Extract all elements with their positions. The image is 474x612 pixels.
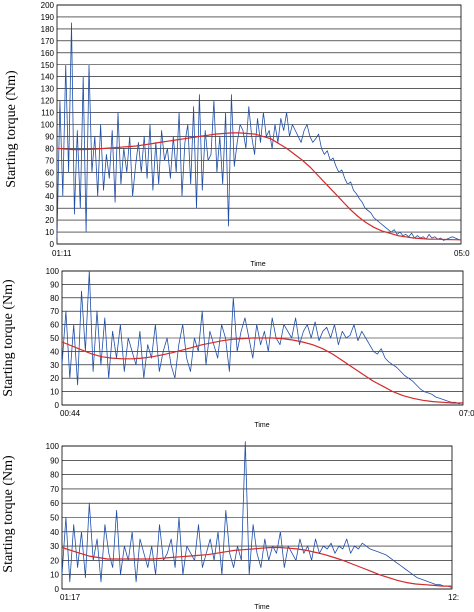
y-tick-label: 30 xyxy=(50,542,59,551)
y-tick-label: 90 xyxy=(50,456,59,465)
y-tick-label: 100 xyxy=(41,121,55,130)
x-end-label: 12: xyxy=(448,593,459,602)
y-tick-label: 140 xyxy=(41,73,55,82)
x-axis-label: Time xyxy=(250,261,265,268)
x-start-label: 01:11 xyxy=(52,249,72,258)
y-tick-label: 20 xyxy=(50,556,59,565)
x-end-label: 05:0 xyxy=(454,249,470,258)
x-axis-label: Time xyxy=(254,422,269,429)
y-tick-label: 200 xyxy=(41,1,55,10)
y-tick-label: 70 xyxy=(50,485,59,494)
y-tick-label: 80 xyxy=(50,471,59,480)
torque-series-line xyxy=(61,441,453,588)
torque-chart-2: Starting torque (Nm) Time 00:44 07:0 0 10… xyxy=(1,267,474,429)
y-tick-label: 80 xyxy=(50,294,59,303)
y-tick-label: 170 xyxy=(41,37,55,46)
y-tick-label: 40 xyxy=(45,192,54,201)
y-tick-label: 50 xyxy=(50,514,59,523)
y-tick-label: 50 xyxy=(45,180,54,189)
y-tick-label: 0 xyxy=(50,240,55,249)
trend-line xyxy=(61,337,463,404)
torque-chart-3: Starting torque (Nm) Time 01:17 12: 0 10 2… xyxy=(1,441,459,611)
y-tick-label: 10 xyxy=(50,388,59,397)
y-tick-label: 10 xyxy=(45,228,54,237)
y-tick-label: 0 xyxy=(55,585,60,594)
y-tick-label: 100 xyxy=(46,267,60,276)
y-tick-label: 90 xyxy=(50,280,59,289)
y-tick-label: 60 xyxy=(50,499,59,508)
trend-line xyxy=(61,546,452,587)
y-tick-label: 90 xyxy=(45,132,54,141)
trend-line xyxy=(56,132,462,241)
y-tick-label: 20 xyxy=(50,374,59,383)
y-tick-label: 60 xyxy=(45,168,54,177)
y-tick-label: 130 xyxy=(41,85,55,94)
y-tick-label: 20 xyxy=(45,216,54,225)
y-tick-label: 120 xyxy=(41,97,55,106)
y-tick-label: 80 xyxy=(45,144,54,153)
torque-series-line xyxy=(56,22,462,241)
x-axis-label: Time xyxy=(254,604,269,611)
x-end-label: 07:0 xyxy=(459,409,474,418)
y-tick-label: 110 xyxy=(41,109,54,118)
y-tick-label: 70 xyxy=(50,307,59,316)
y-axis-label: Starting torque (Nm) xyxy=(4,70,19,188)
y-tick-label: 160 xyxy=(41,49,55,58)
y-tick-label: 10 xyxy=(50,571,59,580)
y-tick-label: 180 xyxy=(41,25,55,34)
y-tick-label: 40 xyxy=(50,347,59,356)
y-tick-label: 60 xyxy=(50,321,59,330)
y-tick-label: 150 xyxy=(41,61,55,70)
x-start-label: 01:17 xyxy=(60,593,81,602)
y-tick-label: 0 xyxy=(55,401,60,410)
x-start-label: 00:44 xyxy=(60,409,81,418)
y-axis-label: Starting torque (Nm) xyxy=(1,279,16,397)
torque-chart-1: Starting torque (Nm) Time 01:11 05:0 0 10… xyxy=(4,1,470,268)
y-tick-label: 30 xyxy=(45,204,54,213)
y-tick-label: 30 xyxy=(50,361,59,370)
y-tick-label: 190 xyxy=(41,13,55,22)
y-axis-label: Starting torque (Nm) xyxy=(1,455,16,573)
torque-series-line xyxy=(61,270,464,405)
y-tick-label: 50 xyxy=(50,334,59,343)
y-tick-label: 100 xyxy=(46,442,60,451)
y-tick-label: 40 xyxy=(50,528,59,537)
y-tick-label: 70 xyxy=(45,156,54,165)
